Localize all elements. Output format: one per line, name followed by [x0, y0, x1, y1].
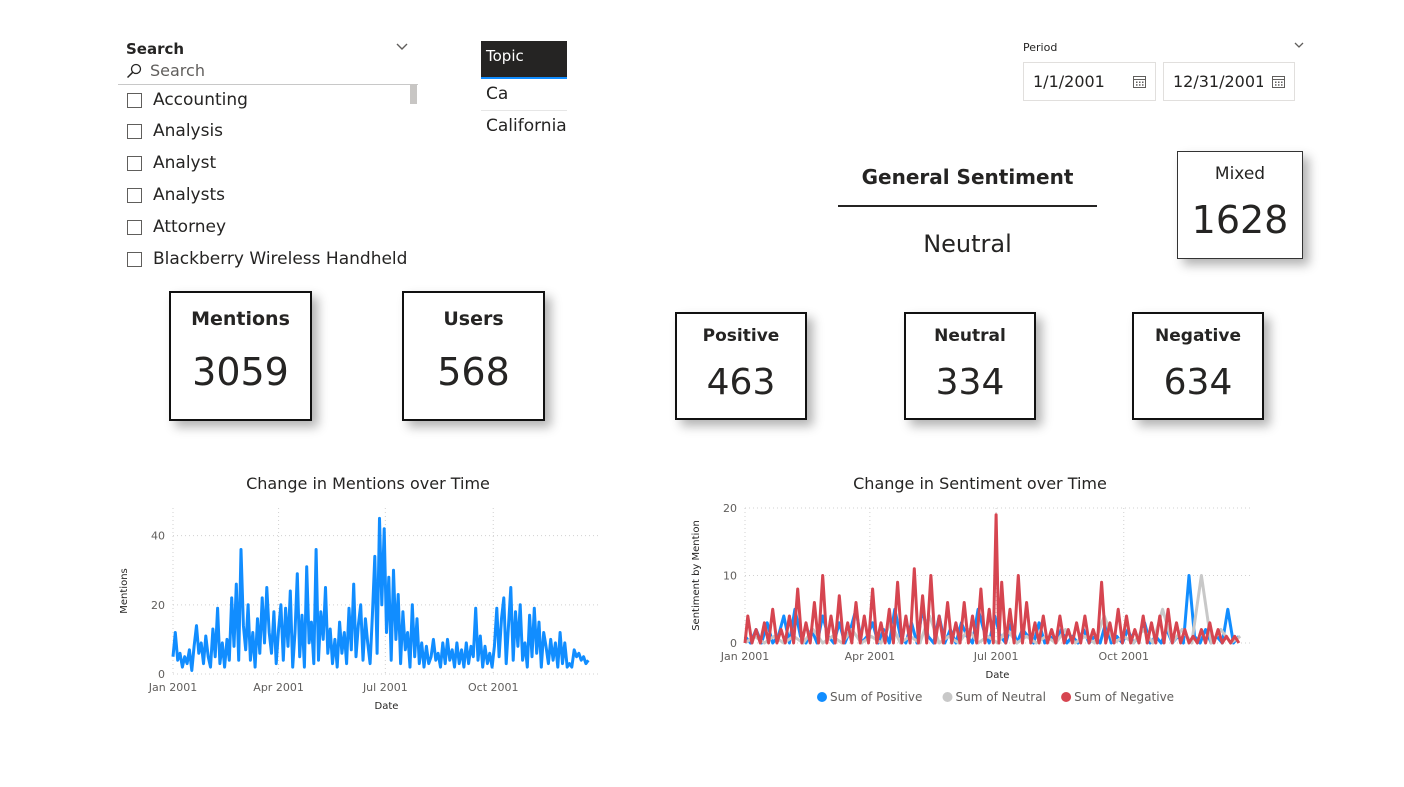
checkbox[interactable]	[127, 123, 142, 139]
list-item-label: Analysis	[153, 121, 224, 141]
series-line	[743, 513, 1241, 645]
neutral-card: Neutral 334	[904, 312, 1036, 420]
x-tick-label: Apr 2001	[253, 681, 304, 694]
chart-title: Change in Mentions over Time	[246, 474, 490, 493]
list-item-analysis[interactable]: Analysis	[127, 118, 223, 144]
card-title: Users	[443, 308, 504, 330]
card-title: Neutral	[934, 326, 1006, 346]
checkbox[interactable]	[127, 219, 142, 235]
y-tick-label: 0	[730, 637, 737, 650]
card-title: Positive	[702, 326, 780, 346]
card-value: 3059	[192, 350, 289, 394]
slicer-title: Search	[126, 40, 185, 58]
checkbox[interactable]	[127, 187, 142, 203]
legend-marker	[817, 692, 827, 702]
end-date-input[interactable]	[1173, 72, 1263, 91]
start-date-input[interactable]	[1033, 72, 1123, 91]
y-tick-label: 10	[723, 570, 737, 583]
list-item-label: Accounting	[153, 90, 248, 110]
list-item-analysts[interactable]: Analysts	[127, 182, 225, 208]
negative-card: Negative 634	[1132, 312, 1264, 420]
list-item-blackberry[interactable]: Blackberry Wireless Handheld	[127, 246, 407, 268]
positive-card: Positive 463	[675, 312, 807, 420]
calendar-icon[interactable]	[1272, 75, 1285, 88]
y-tick-label: 40	[151, 530, 165, 543]
legend-marker	[1061, 692, 1072, 702]
checkbox[interactable]	[127, 251, 142, 267]
x-axis-label: Date	[986, 670, 1010, 681]
x-tick-label: Jan 2001	[720, 650, 769, 663]
x-tick-label: Jul 2001	[973, 650, 1019, 663]
x-tick-label: Jul 2001	[362, 681, 408, 694]
list-item-accounting[interactable]: Accounting	[127, 87, 248, 113]
users-card: Users 568	[402, 291, 545, 421]
x-tick-label: Apr 2001	[845, 650, 896, 663]
x-tick-label: Jan 2001	[148, 681, 197, 694]
legend-label: Sum of Neutral	[956, 690, 1046, 704]
list-item-label: Analysts	[153, 185, 225, 205]
list-item-analyst[interactable]: Analyst	[127, 150, 216, 176]
search-slicer: Search Accounting Analysis Analyst Analy…	[118, 36, 420, 268]
search-box	[118, 60, 418, 85]
card-title: Negative	[1155, 326, 1241, 346]
y-tick-label: 20	[723, 502, 737, 515]
general-sentiment-title: General Sentiment	[861, 165, 1074, 189]
card-value: 634	[1163, 362, 1233, 403]
card-value: 1628	[1191, 198, 1289, 242]
period-label: Period	[1023, 41, 1058, 54]
calendar-icon[interactable]	[1133, 75, 1146, 88]
start-date-field[interactable]	[1023, 62, 1156, 101]
list-item-label: Attorney	[153, 217, 227, 237]
chevron-down-icon[interactable]	[395, 40, 409, 54]
list-item-label: Analyst	[153, 153, 217, 173]
mentions-line-chart: 0 20 40 Jan 2001 Apr 2001 Jul 2001 Oct 2001 Dat…	[119, 508, 600, 712]
y-tick-label: 20	[151, 599, 165, 612]
general-sentiment-value: Neutral	[923, 230, 1012, 258]
table-row[interactable]: California	[486, 116, 567, 136]
card-value: 334	[935, 362, 1005, 403]
topic-table: Topic Ca California	[481, 41, 567, 142]
sentiment-line-chart: 0 10 20 Jan 2001 Apr 2001 Jul 2001 Oct 2001 Dat…	[691, 502, 1250, 704]
search-icon	[126, 63, 142, 79]
legend-label: Sum of Positive	[830, 690, 922, 704]
mixed-card: Mixed 1628	[1177, 151, 1303, 259]
list-item-attorney[interactable]: Attorney	[127, 214, 226, 240]
x-tick-label: Oct 2001	[468, 681, 519, 694]
card-value: 463	[706, 362, 776, 403]
scrollbar-thumb[interactable]	[410, 84, 417, 104]
y-tick-label: 0	[158, 668, 165, 681]
mentions-card: Mentions 3059	[169, 291, 312, 421]
y-axis-label: Sentiment by Mention	[691, 520, 702, 631]
x-axis-label: Date	[375, 701, 399, 712]
table-row[interactable]: Ca	[481, 79, 567, 111]
card-title: Mixed	[1214, 164, 1266, 184]
card-title: Mentions	[191, 308, 290, 330]
chevron-down-icon[interactable]	[1293, 39, 1305, 51]
chart-title: Change in Sentiment over Time	[853, 474, 1107, 493]
card-value: 568	[437, 350, 510, 394]
x-tick-label: Oct 2001	[1098, 650, 1149, 663]
search-input[interactable]	[150, 61, 400, 80]
table-header[interactable]: Topic	[481, 41, 567, 79]
end-date-field[interactable]	[1163, 62, 1295, 101]
list-item-label: Blackberry Wireless Handheld	[153, 249, 408, 268]
series-line	[171, 516, 590, 672]
divider	[838, 205, 1097, 207]
checkbox[interactable]	[127, 92, 142, 108]
checkbox[interactable]	[127, 155, 142, 171]
legend-marker	[942, 692, 953, 702]
y-axis-label: Mentions	[119, 568, 130, 613]
legend-label: Sum of Negative	[1074, 690, 1174, 704]
